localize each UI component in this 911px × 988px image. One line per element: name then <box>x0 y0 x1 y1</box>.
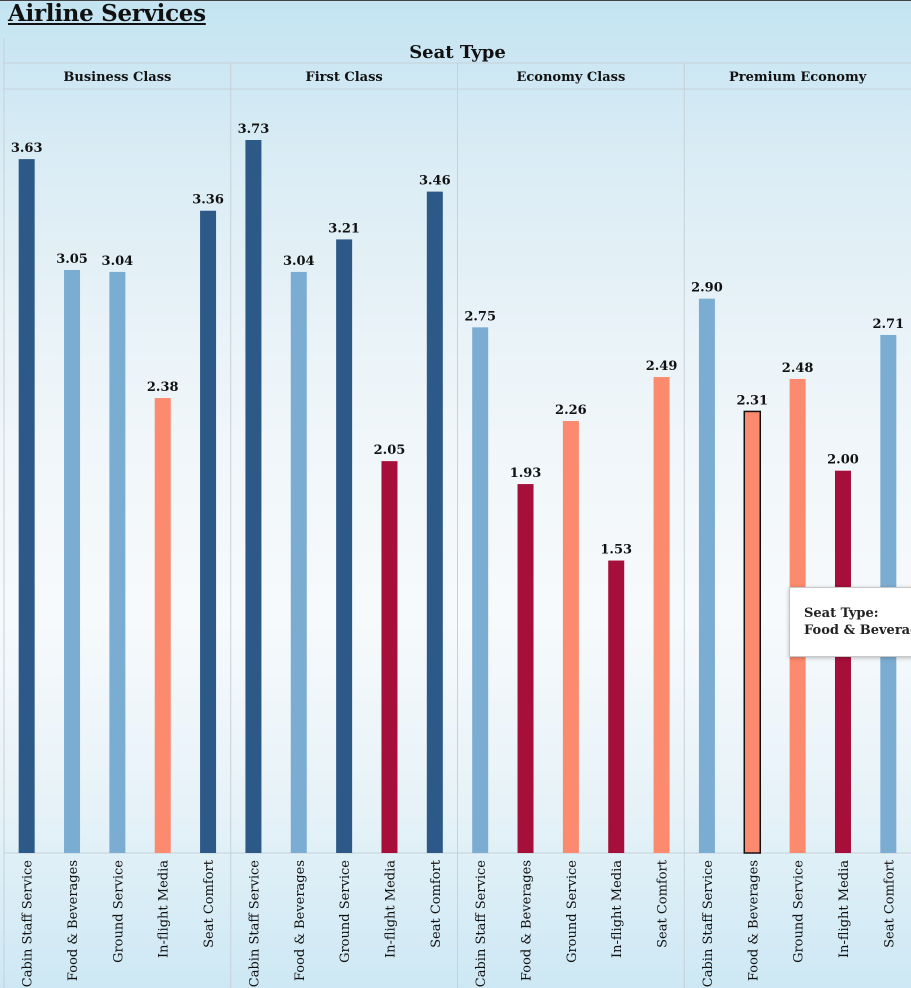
bar-first-class-food-and-beverages <box>290 271 307 853</box>
tooltip-line1: Seat Type: <box>804 606 879 621</box>
bar-business-class-ground-service <box>109 271 126 853</box>
data-label: 2.75 <box>464 309 496 324</box>
data-label: 3.63 <box>11 141 43 156</box>
data-label: 3.04 <box>283 254 315 269</box>
category-label-in-flight-media: In-flight Media <box>837 860 852 958</box>
bar-economy-class-ground-service <box>562 420 579 853</box>
category-label-seat-comfort: Seat Comfort <box>429 859 444 948</box>
bar-first-class-seat-comfort <box>426 191 443 853</box>
bar-premium-economy-cabin-staff-service <box>698 298 715 853</box>
category-label-seat-comfort: Seat Comfort <box>882 859 897 948</box>
bar-premium-economy-in-flight-media <box>834 470 851 853</box>
data-label: 2.26 <box>555 403 587 418</box>
category-label-seat-comfort: Seat Comfort <box>656 859 671 948</box>
category-label-ground-service: Ground Service <box>338 860 353 963</box>
bar-business-class-seat-comfort <box>200 210 217 853</box>
category-label-food-and-beverages: Food & Beverages <box>746 860 761 981</box>
bar-business-class-food-and-beverages <box>64 269 81 854</box>
bar-first-class-ground-service <box>336 239 353 853</box>
category-label-cabin-staff-service: Cabin Staff Service <box>21 860 36 988</box>
panel-label-premium-economy: Premium Economy <box>729 70 867 85</box>
top-border <box>0 0 911 1</box>
category-label-ground-service: Ground Service <box>111 860 126 963</box>
category-label-in-flight-media: In-flight Media <box>383 860 398 958</box>
data-label: 3.05 <box>56 252 88 267</box>
category-label-seat-comfort: Seat Comfort <box>202 859 217 948</box>
bar-business-class-cabin-staff-service <box>18 159 35 853</box>
page-title: Airline Services <box>8 0 206 27</box>
data-label: 2.90 <box>691 281 723 296</box>
data-label: 1.53 <box>600 543 632 558</box>
tooltip: Seat Type: Food & Beverages <box>789 587 911 657</box>
category-label-cabin-staff-service: Cabin Staff Service <box>701 860 716 988</box>
data-label: 1.93 <box>510 466 542 481</box>
category-label-food-and-beverages: Food & Beverages <box>293 860 308 981</box>
bar-economy-class-cabin-staff-service <box>472 327 489 853</box>
chart-title: Seat Type <box>409 42 506 63</box>
category-label-in-flight-media: In-flight Media <box>157 860 172 958</box>
category-label-food-and-beverages: Food & Beverages <box>520 860 535 981</box>
panel-label-business-class: Business Class <box>63 70 171 85</box>
category-label-in-flight-media: In-flight Media <box>610 860 625 958</box>
data-label: 2.71 <box>872 317 904 332</box>
data-label: 3.21 <box>328 221 360 236</box>
category-label-food-and-beverages: Food & Beverages <box>66 860 81 981</box>
data-label: 3.04 <box>102 254 134 269</box>
bar-first-class-cabin-staff-service <box>245 140 262 853</box>
category-label-ground-service: Ground Service <box>565 860 580 963</box>
data-label: 2.49 <box>646 359 678 374</box>
bar-premium-economy-food-and-beverages <box>743 410 762 854</box>
data-label: 2.38 <box>147 380 179 395</box>
data-label: 2.05 <box>374 443 406 458</box>
data-label: 2.00 <box>827 453 859 468</box>
data-label: 3.46 <box>419 174 451 189</box>
data-label: 2.31 <box>736 393 768 408</box>
bar-first-class-in-flight-media <box>381 461 398 853</box>
bar-economy-class-in-flight-media <box>608 560 625 853</box>
category-label-cabin-staff-service: Cabin Staff Service <box>474 860 489 988</box>
tooltip-line2: Food & Beverages <box>804 623 911 638</box>
category-label-ground-service: Ground Service <box>792 860 807 963</box>
data-label: 3.36 <box>192 193 224 208</box>
panel-label-economy-class: Economy Class <box>516 70 625 85</box>
data-label: 2.48 <box>782 361 814 376</box>
panel-label-first-class: First Class <box>306 70 383 85</box>
data-label: 3.73 <box>238 122 270 137</box>
category-label-cabin-staff-service: Cabin Staff Service <box>247 860 262 988</box>
bar-economy-class-seat-comfort <box>653 377 670 853</box>
bar-economy-class-food-and-beverages <box>517 484 534 853</box>
bar-business-class-in-flight-media <box>154 398 171 853</box>
